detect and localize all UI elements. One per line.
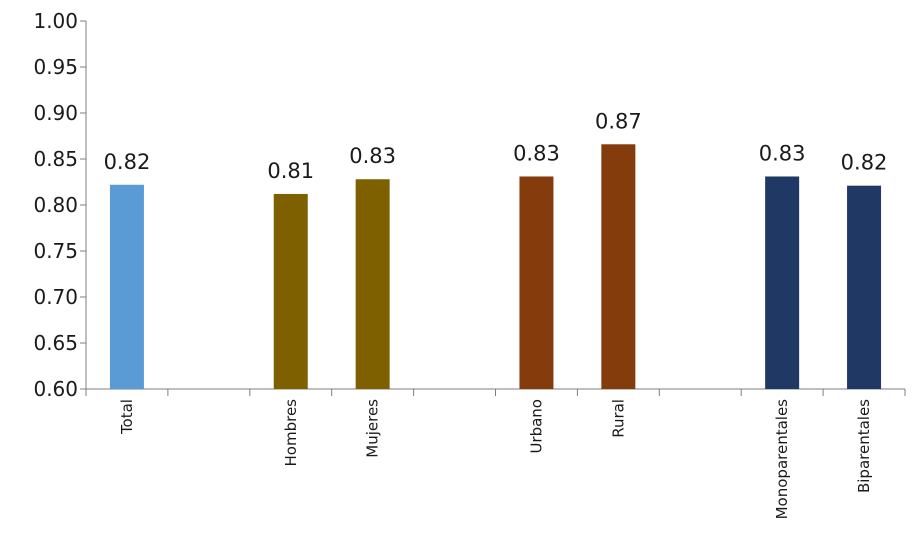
y-tick-label: 0.85 xyxy=(33,147,78,171)
category-label: Urbano xyxy=(527,399,545,454)
y-tick-label: 0.60 xyxy=(33,377,78,401)
y-tick-label: 0.95 xyxy=(33,55,78,79)
category-label: Rural xyxy=(609,399,627,438)
y-tick-label: 0.70 xyxy=(33,285,78,309)
y-tick-label: 0.75 xyxy=(33,239,78,263)
y-tick-label: 0.90 xyxy=(33,101,78,125)
bar-mujeres xyxy=(355,179,390,389)
bar-biparentales xyxy=(847,185,882,389)
data-label: 0.83 xyxy=(349,144,396,168)
bar-hombres xyxy=(273,193,308,389)
data-label: 0.82 xyxy=(841,151,888,175)
category-label: Biparentales xyxy=(855,399,873,493)
category-label: Hombres xyxy=(282,399,300,467)
category-label: Mujeres xyxy=(364,399,382,458)
y-tick-label: 1.00 xyxy=(33,9,78,33)
bars xyxy=(109,144,882,389)
y-axis: 0.60 0.65 0.70 0.75 0.80 0.85 0.90 0.95 1.00 xyxy=(33,9,87,401)
data-label: 0.83 xyxy=(513,141,560,165)
category-labels: Total Hombres Mujeres Urbano Rural Monoparent… xyxy=(118,399,873,520)
y-tick-label: 0.65 xyxy=(33,331,78,355)
bar-monoparentales xyxy=(765,176,800,389)
data-label: 0.81 xyxy=(267,159,314,183)
category-label: Total xyxy=(118,399,136,435)
bar-total xyxy=(109,184,144,389)
y-tick-label: 0.80 xyxy=(33,193,78,217)
data-labels: 0.82 0.81 0.83 0.83 0.87 0.83 0.82 xyxy=(104,109,888,183)
data-label: 0.83 xyxy=(759,141,806,165)
bar-urbano xyxy=(519,176,554,389)
data-label: 0.82 xyxy=(104,150,151,174)
category-label: Monoparentales xyxy=(773,399,791,520)
x-axis xyxy=(85,388,906,396)
data-label: 0.87 xyxy=(595,109,642,133)
bar-rural xyxy=(601,144,636,389)
